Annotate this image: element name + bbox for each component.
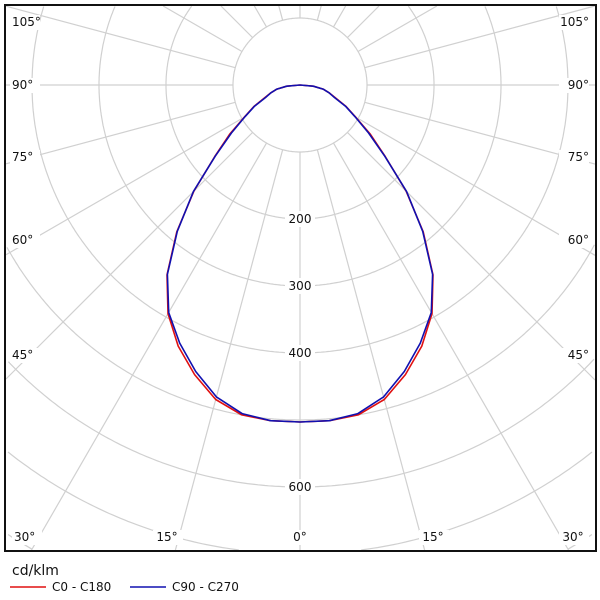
angle-label: 90° [568, 78, 589, 92]
series-curve-c90-c270 [166, 84, 434, 423]
radial-labels: 200 300 400 600 [285, 211, 315, 495]
legend-label-c0-c180: C0 - C180 [52, 580, 111, 594]
legend-label-c90-c270: C90 - C270 [172, 580, 239, 594]
plot-frame [4, 4, 597, 552]
grid-spoke [357, 117, 596, 256]
grid-spoke [346, 5, 380, 39]
grid-ring [7, 451, 593, 551]
grid-ring [6, 244, 595, 421]
angle-label: 90° [12, 78, 33, 92]
unit-label: cd/klm [12, 563, 59, 579]
radial-label: 600 [289, 480, 312, 494]
angle-label: 75° [12, 150, 33, 164]
grid-spoke [332, 5, 347, 28]
angle-label-bg [419, 530, 449, 545]
grid-spoke [31, 142, 268, 551]
angle-label: 30° [14, 530, 35, 544]
grid-ring [98, 6, 502, 287]
angle-label-bg [12, 530, 42, 545]
grid-spoke [278, 5, 284, 21]
radial-label-bg [285, 345, 315, 361]
angle-label: 60° [12, 233, 33, 247]
grid-spoke [346, 131, 596, 381]
angle-label: 45° [12, 348, 33, 362]
angle-label: 105° [12, 15, 41, 29]
curves [166, 84, 434, 423]
angle-label: 45° [568, 348, 589, 362]
grid-spoke [357, 5, 438, 53]
angle-label-bg [559, 78, 589, 93]
grid-spoke [5, 131, 254, 380]
angle-label-bg [559, 233, 589, 248]
angle-label-bg [10, 233, 40, 248]
grid-spoke [174, 149, 284, 551]
grid-spoke [364, 5, 595, 69]
angle-label: 30° [562, 530, 583, 544]
angle-label-bg [10, 78, 40, 93]
angle-label-bg [559, 150, 589, 165]
angle-label-bg [559, 530, 589, 545]
angle-label: 75° [568, 150, 589, 164]
grid-spoke [5, 5, 236, 69]
grid-spoke [253, 5, 268, 28]
angle-label-bg [10, 348, 40, 363]
angle-label: 15° [422, 530, 443, 544]
angle-label-bg [559, 348, 589, 363]
radial-label-bg [285, 278, 315, 294]
angle-label-bg [10, 150, 40, 165]
radial-label: 300 [289, 279, 312, 293]
angle-label-bg [153, 530, 183, 545]
grid-spoke [162, 5, 243, 53]
radial-label: 200 [289, 212, 312, 226]
angle-label-bg [559, 15, 589, 30]
angle-label: 0° [293, 530, 307, 544]
angle-label: 60° [568, 233, 589, 247]
angle-label-bg [10, 15, 40, 30]
radial-label: 400 [289, 346, 312, 360]
legend: C0 - C180 C90 - C270 [10, 580, 239, 594]
grid-spoke [332, 142, 569, 551]
angle-labels: 105° 90° 75° 60° 45° 30° 105° 90° 75° 60° 45° 15° 0°… [10, 15, 589, 545]
grid-ring [7, 358, 595, 488]
grid-spoke [316, 5, 322, 21]
grid-spoke [5, 117, 243, 256]
angle-label: 15° [156, 530, 177, 544]
angle-label-bg [286, 530, 316, 545]
grid-spoke [220, 5, 254, 39]
grid-spoke [364, 101, 596, 165]
grid-spoke [316, 149, 426, 551]
angle-label: 105° [560, 15, 589, 29]
radial-label-bg [285, 479, 315, 495]
grid-spoke [5, 101, 236, 165]
radial-label-bg [285, 211, 315, 227]
